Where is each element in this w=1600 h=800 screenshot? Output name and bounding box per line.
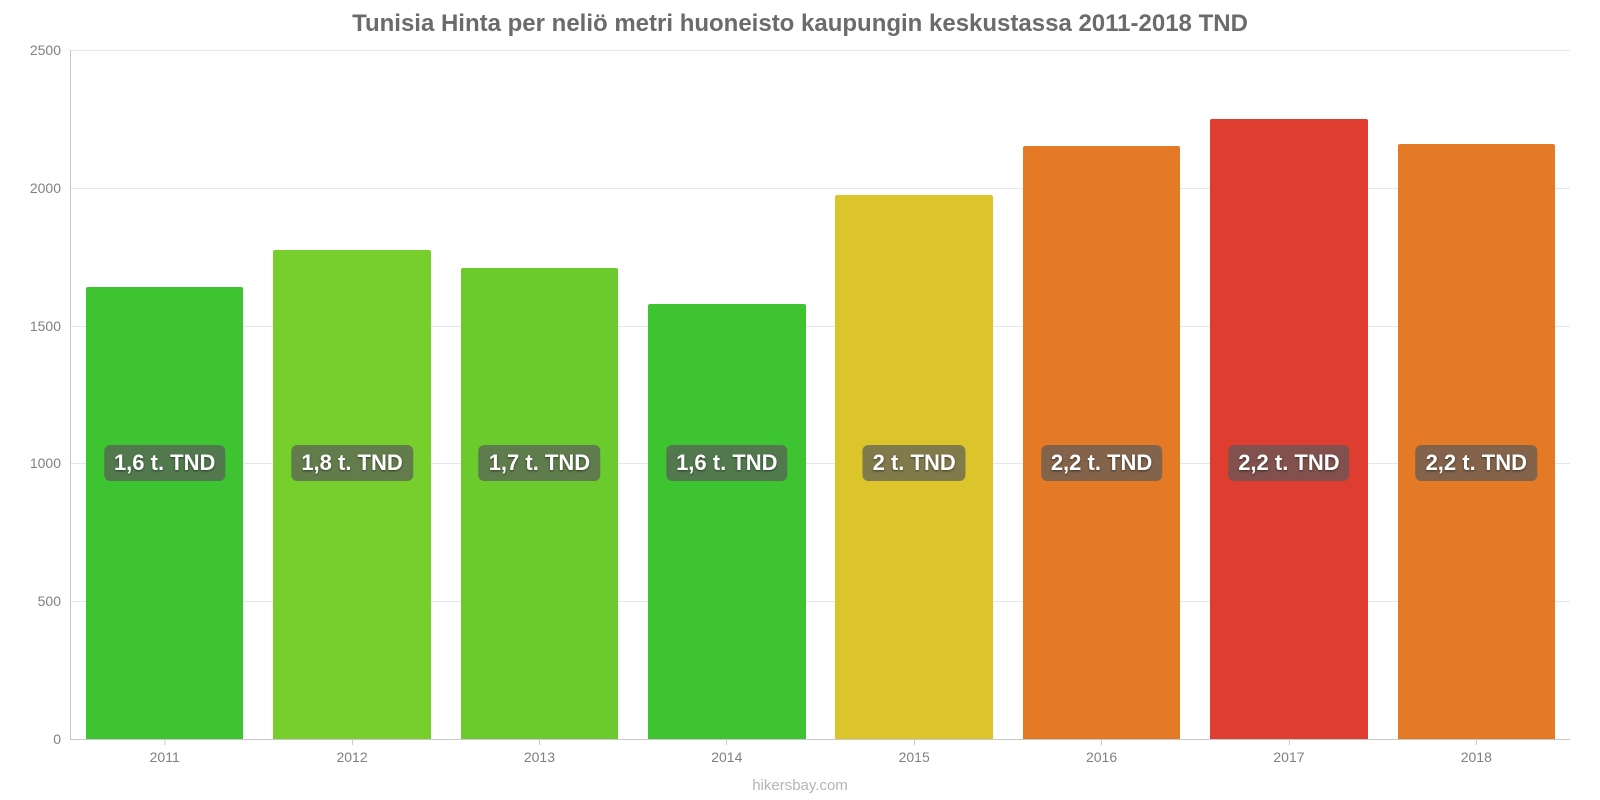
- bars-container: 1,6 t. TND20111,8 t. TND20121,7 t. TND20…: [71, 50, 1570, 739]
- bar: 2,2 t. TND: [1398, 144, 1555, 739]
- bar-slot: 1,8 t. TND2012: [258, 50, 445, 739]
- x-axis-tick: 2015: [899, 739, 930, 765]
- bar-slot: 2,2 t. TND2017: [1195, 50, 1382, 739]
- y-axis-tick: 0: [53, 731, 71, 747]
- y-axis-tick: 1000: [30, 455, 71, 471]
- y-axis-tick: 1500: [30, 318, 71, 334]
- bar-value-label: 1,7 t. TND: [479, 445, 600, 481]
- x-axis-tick: 2017: [1273, 739, 1304, 765]
- bar: 1,8 t. TND: [273, 250, 430, 739]
- bar: 2 t. TND: [835, 195, 992, 739]
- bar-value-label: 1,6 t. TND: [666, 445, 787, 481]
- bar-value-label: 2,2 t. TND: [1228, 445, 1349, 481]
- bar-slot: 2,2 t. TND2016: [1008, 50, 1195, 739]
- bar-value-label: 2 t. TND: [863, 445, 966, 481]
- y-axis-tick: 500: [38, 593, 71, 609]
- bar-slot: 1,6 t. TND2014: [633, 50, 820, 739]
- chart-title: Tunisia Hinta per neliö metri huoneisto …: [0, 0, 1600, 38]
- y-axis-tick: 2000: [30, 180, 71, 196]
- bar: 1,6 t. TND: [86, 287, 243, 739]
- bar: 2,2 t. TND: [1023, 146, 1180, 739]
- source-label: hikersbay.com: [0, 777, 1600, 794]
- x-axis-tick: 2014: [711, 739, 742, 765]
- x-axis-tick: 2011: [150, 739, 180, 765]
- bar: 2,2 t. TND: [1210, 119, 1367, 739]
- bar-value-label: 1,6 t. TND: [104, 445, 225, 481]
- y-axis-tick: 2500: [30, 42, 71, 58]
- bar-slot: 1,6 t. TND2011: [71, 50, 258, 739]
- x-axis-tick: 2018: [1461, 739, 1492, 765]
- bar: 1,7 t. TND: [461, 268, 618, 739]
- bar-value-label: 2,2 t. TND: [1416, 445, 1537, 481]
- bar-slot: 1,7 t. TND2013: [446, 50, 633, 739]
- x-axis-tick: 2016: [1086, 739, 1117, 765]
- bar-value-label: 1,8 t. TND: [291, 445, 412, 481]
- plot-area: 05001000150020002500 1,6 t. TND20111,8 t…: [70, 50, 1570, 740]
- bar-value-label: 2,2 t. TND: [1041, 445, 1162, 481]
- x-axis-tick: 2012: [336, 739, 367, 765]
- bar-slot: 2,2 t. TND2018: [1383, 50, 1570, 739]
- bar: 1,6 t. TND: [648, 304, 805, 739]
- chart-area: 05001000150020002500 1,6 t. TND20111,8 t…: [70, 50, 1570, 740]
- bar-slot: 2 t. TND2015: [821, 50, 1008, 739]
- x-axis-tick: 2013: [524, 739, 555, 765]
